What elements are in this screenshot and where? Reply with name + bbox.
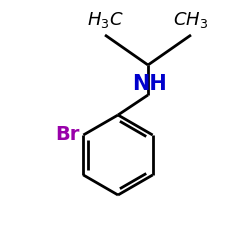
Text: NH: NH xyxy=(132,74,166,94)
Text: Br: Br xyxy=(55,124,79,144)
Text: $CH_3$: $CH_3$ xyxy=(174,10,208,30)
Text: $H_3C$: $H_3C$ xyxy=(87,10,123,30)
